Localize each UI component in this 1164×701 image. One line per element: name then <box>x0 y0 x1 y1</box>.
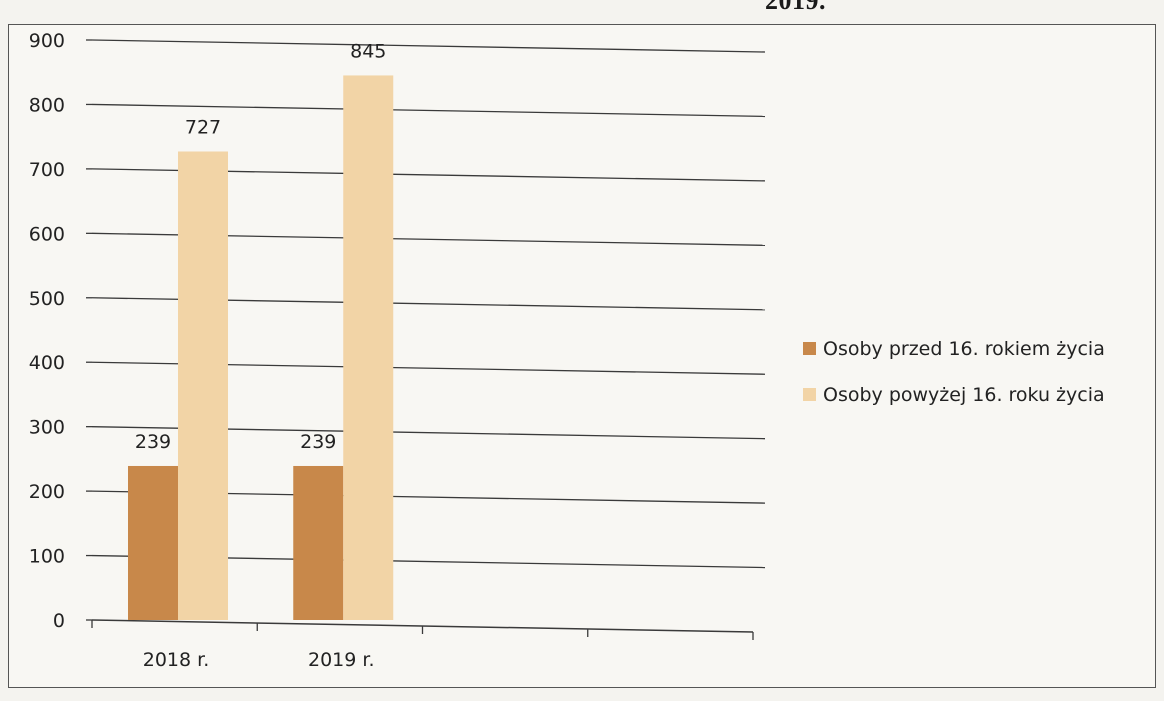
data-label-2-1: 727 <box>185 116 221 138</box>
bar-1-2 <box>293 465 344 620</box>
data-label-1-2: 239 <box>300 431 336 453</box>
bar-2-1 <box>178 151 228 620</box>
y-tick-label-300: 300 <box>29 417 65 439</box>
legend-label-1: Osoby przed 16. rokiem życia <box>823 338 1105 360</box>
y-tick-label-900: 900 <box>29 30 65 52</box>
y-tick-label-100: 100 <box>29 546 65 568</box>
bar-2-2 <box>343 75 394 620</box>
gridline-900 <box>91 39 766 53</box>
legend-swatch-1 <box>803 342 816 355</box>
y-tick-label-700: 700 <box>29 159 65 181</box>
y-tick-label-200: 200 <box>29 481 65 503</box>
header-fragment: 2019. <box>765 0 826 15</box>
y-tick-label-600: 600 <box>29 223 65 245</box>
y-tick-label-400: 400 <box>29 352 65 374</box>
legend-label-2: Osoby powyżej 16. roku życia <box>823 384 1105 406</box>
y-tick-label-800: 800 <box>29 94 65 116</box>
x-category-label-1: 2018 r. <box>143 649 210 671</box>
gridline-800 <box>91 103 766 118</box>
y-tick-label-0: 0 <box>53 610 65 632</box>
data-label-1-1: 239 <box>135 431 171 453</box>
y-tick-label-500: 500 <box>29 288 65 310</box>
bar-1-1 <box>128 465 178 620</box>
legend-swatch-2 <box>803 388 816 401</box>
data-label-2-2: 845 <box>350 40 386 62</box>
x-category-label-2: 2019 r. <box>308 649 375 671</box>
